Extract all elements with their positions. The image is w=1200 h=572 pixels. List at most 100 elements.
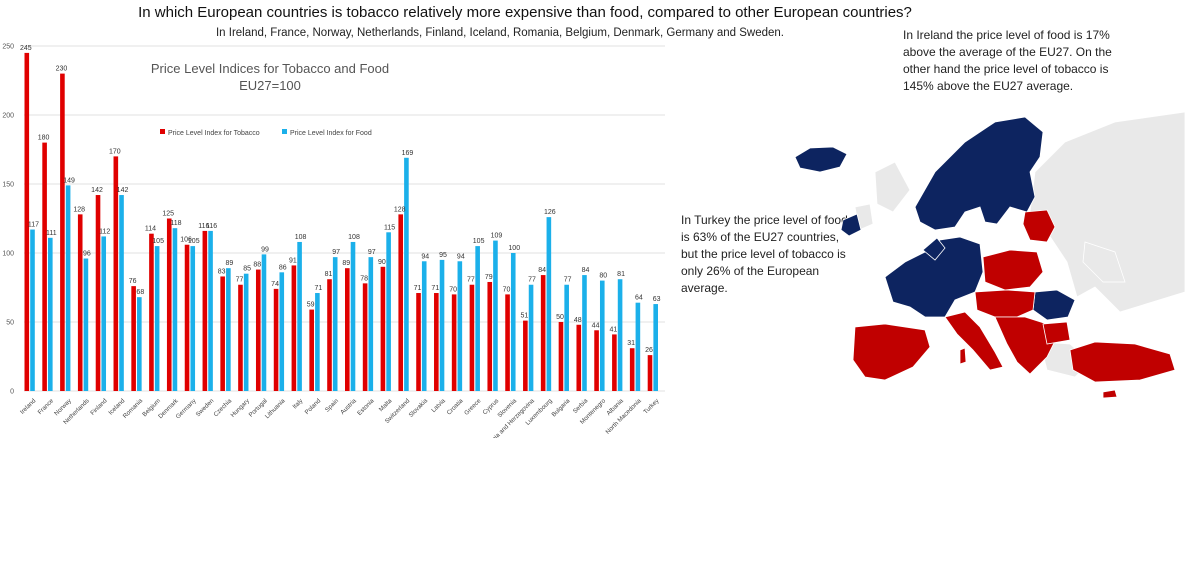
tobacco-bar-sweden xyxy=(202,230,208,391)
tobacco-value-label: 50 xyxy=(556,314,564,321)
tobacco-bar-germany xyxy=(184,244,190,391)
x-tick-label: Romania xyxy=(122,397,145,420)
tobacco-bar-portugal xyxy=(255,269,261,391)
tobacco-value-label: 74 xyxy=(271,281,279,288)
x-tick-labels: Ireland FranceNorwayNetherlandsFinlandIce… xyxy=(19,397,661,438)
tobacco-bar-switzerland xyxy=(398,214,404,391)
food-bar-norway xyxy=(65,185,71,391)
tobacco-value-label: 114 xyxy=(145,226,156,233)
food-bar-estonia xyxy=(368,257,374,391)
map-tobacco-cheap xyxy=(852,209,1176,399)
food-value-label: 94 xyxy=(421,253,429,260)
food-value-label: 80 xyxy=(599,273,607,280)
tobacco-value-label: 26 xyxy=(645,347,653,354)
tobacco-bar-ireland xyxy=(24,52,30,392)
tobacco-value-label: 71 xyxy=(414,285,422,292)
food-value-label: 117 xyxy=(28,222,39,229)
food-bar-greece xyxy=(475,246,480,391)
food-bar-sweden xyxy=(208,230,213,391)
food-value-label: 109 xyxy=(491,233,503,240)
tobacco-value-label: 142 xyxy=(91,187,103,194)
food-value-label: 118 xyxy=(170,220,181,227)
gridlines xyxy=(24,45,665,392)
food-bar-romania xyxy=(137,297,142,391)
tobacco-value-label: 76 xyxy=(129,278,137,285)
food-bar-finland xyxy=(101,236,107,391)
food-value-label: 77 xyxy=(528,277,536,284)
y-tick-label: 50 xyxy=(6,320,14,327)
tobacco-value-label: 89 xyxy=(342,260,350,267)
x-tick-label: Sweden xyxy=(195,397,216,418)
tobacco-bar-bulgaria xyxy=(558,322,564,391)
food-value-label: 81 xyxy=(617,271,625,278)
y-tick-label: 100 xyxy=(2,251,14,258)
food-bar-austria xyxy=(350,241,356,391)
food-bar-france xyxy=(48,237,53,391)
italy xyxy=(944,311,1004,371)
map-neutral-land xyxy=(854,112,1185,378)
tobacco-value-label: 106 xyxy=(180,237,192,244)
tobacco-bar-finland xyxy=(95,195,101,391)
food-value-label: 63 xyxy=(653,296,661,303)
tobacco-value-label: 81 xyxy=(325,271,333,278)
subheadline: In Ireland, France, Norway, Netherlands,… xyxy=(215,27,785,39)
food-bar-hungary xyxy=(243,273,249,391)
food-value-label: 105 xyxy=(152,238,164,245)
y-tick-labels: 0 50 100 150 200 250 xyxy=(2,44,14,396)
tobacco-value-label: 31 xyxy=(627,340,635,347)
x-tick-label: Italy xyxy=(291,397,305,411)
x-tick-label: Greece xyxy=(463,397,483,417)
y-tick-label: 250 xyxy=(2,44,14,51)
food-bar-turkey xyxy=(653,304,658,391)
tobacco-bar-netherlands xyxy=(77,214,83,391)
iberia xyxy=(852,323,931,381)
tobacco-bar-bosnia-and-herzegovina xyxy=(523,320,528,391)
food-value-label: 169 xyxy=(402,150,414,157)
food-value-label: 105 xyxy=(473,238,485,245)
tobacco-bar-austria xyxy=(345,268,350,391)
tobacco-value-label: 125 xyxy=(162,211,174,218)
food-value-label: 100 xyxy=(508,245,520,252)
tobacco-bar-lithuania xyxy=(273,288,279,391)
food-value-label: 95 xyxy=(439,252,447,259)
food-bar-lithuania xyxy=(279,272,285,391)
legend-label-food: Price Level Index for Food xyxy=(290,130,372,137)
food-value-label: 126 xyxy=(544,209,556,216)
food-value-label: 71 xyxy=(314,285,322,292)
food-value-label: 108 xyxy=(348,234,360,241)
tobacco-value-label: 71 xyxy=(431,285,439,292)
food-value-label: 89 xyxy=(225,260,233,267)
balkans xyxy=(994,316,1058,375)
tobacco-value-label: 128 xyxy=(73,206,85,213)
food-value-label: 84 xyxy=(582,267,590,274)
x-tick-label: Malta xyxy=(378,397,394,413)
food-value-label: 64 xyxy=(635,295,643,302)
legend-swatch-food xyxy=(282,129,287,134)
tobacco-bar-turkey xyxy=(647,355,653,391)
tobacco-bar-romania xyxy=(131,286,136,391)
x-tick-label: Estonia xyxy=(356,397,376,417)
tobacco-value-label: 51 xyxy=(520,313,528,320)
tobacco-bar-france xyxy=(42,142,47,391)
x-tick-label: Germany xyxy=(175,397,199,421)
food-bar-luxembourg xyxy=(546,217,552,391)
tobacco-bar-cyprus xyxy=(487,281,493,391)
food-bar-cyprus xyxy=(493,240,498,391)
y-tick-label: 200 xyxy=(2,113,14,120)
tobacco-value-label: 88 xyxy=(253,262,261,269)
tobacco-bar-hungary xyxy=(238,284,243,391)
food-bar-portugal xyxy=(261,254,267,391)
food-bar-slovakia xyxy=(421,261,427,391)
food-value-label: 99 xyxy=(261,246,269,253)
food-value-label: 108 xyxy=(295,234,307,241)
x-tick-label: Slovakia xyxy=(408,397,430,419)
food-value-label: 142 xyxy=(117,187,129,194)
tobacco-bar-denmark xyxy=(166,218,172,391)
map-tobacco-expensive xyxy=(794,116,1076,321)
note-turkey: In Turkey the price level of food is 63%… xyxy=(681,213,848,295)
tobacco-value-label: 230 xyxy=(56,66,68,73)
tobacco-bar-slovakia xyxy=(416,293,421,391)
food-bar-denmark xyxy=(172,228,178,391)
legend-swatch-tobacco xyxy=(160,129,165,134)
x-tick-label: Austria xyxy=(339,397,358,416)
